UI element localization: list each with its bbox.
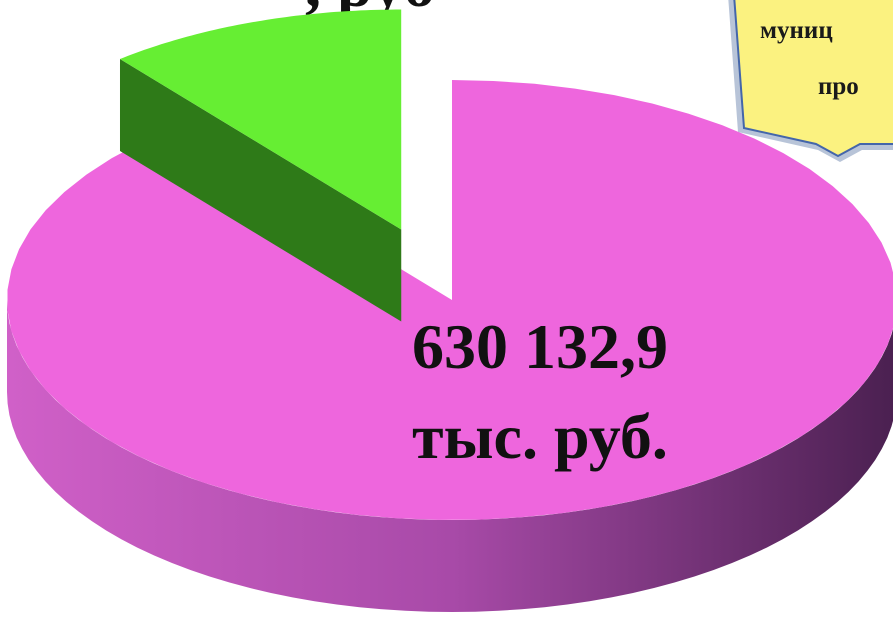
- callout: [728, 0, 893, 162]
- unit-label: тыс. руб.: [412, 401, 668, 472]
- callout-text: про: [818, 73, 859, 100]
- pie-slice: [120, 9, 402, 230]
- callout-text: муниц: [760, 17, 833, 44]
- pie-side: [7, 300, 893, 612]
- pie-face: [119, 59, 402, 322]
- data-label: 630 132,9: [412, 311, 668, 382]
